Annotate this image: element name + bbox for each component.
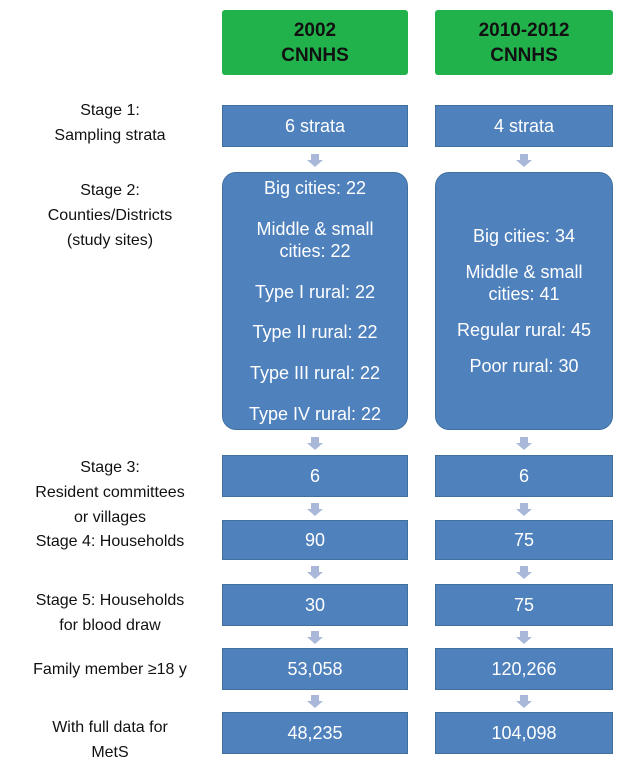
stage-label: Resident committees [35,484,185,501]
stage-label: or villages [73,509,147,526]
arrow [516,503,532,516]
box-item: Type IV rural: 22 [248,403,382,424]
stage-box: 48,235 [222,712,408,754]
stage-box: 75 [435,584,613,626]
arrow [516,566,532,579]
header-survey: CNNHS [490,44,558,66]
box-item: Big cities: 22 [263,178,367,198]
box-item: Middle & small cities: 22 [256,218,374,261]
column-header: 2010-2012 CNNHS [435,10,613,75]
stage-box: 120,266 [435,648,613,690]
arrow [307,631,323,644]
box-item: Regular rural: 45 [456,320,592,340]
stage-box: 53,058 [222,648,408,690]
header-survey: CNNHS [281,44,349,66]
box-item: Type III rural: 22 [249,363,381,384]
arrow [307,695,323,708]
stage-label: (study sites) [66,232,154,249]
box-item: Type I rural: 22 [254,281,376,302]
stage-box: 30 [222,584,408,626]
arrow [516,154,532,167]
stage-box: Big cities: 34 Middle & small cities: 41 R… [435,172,613,430]
stage-box: 90 [222,520,408,560]
stage-box: Big cities: 22 Middle & small cities: 22 T… [222,172,408,430]
stage-label: MetS [91,744,129,761]
stage-label: Stage 5: Households [35,592,185,609]
stage-label: Stage 3: [80,459,140,476]
stage-box: 75 [435,520,613,560]
header-year: 2010-2012 [478,19,570,41]
stage-label: Family member ≥18 y [33,661,187,678]
arrow [307,154,323,167]
arrow [307,566,323,579]
box-item: Big cities: 34 [472,226,576,246]
stage-box: 6 [222,455,408,497]
header-year: 2002 [293,19,337,41]
stage-label: Stage 2: [80,182,140,199]
stage-label: Stage 4: Households [35,533,185,550]
column-header: 2002 CNNHS [222,10,408,75]
arrow [307,437,323,450]
arrow [307,503,323,516]
stage-label: Sampling strata [54,127,166,144]
box-item: Middle & small cities: 41 [465,262,583,304]
stage-box: 6 [435,455,613,497]
box-item: Poor rural: 30 [469,356,579,376]
stage-label: for blood draw [59,617,161,634]
arrow [516,631,532,644]
stage-label: With full data for [52,719,168,736]
stage-label: Counties/Districts [47,207,173,224]
stage-box: 6 strata [222,105,408,147]
box-item: Type II rural: 22 [252,322,378,343]
arrow [516,695,532,708]
stage-box: 4 strata [435,105,613,147]
stage-label: Stage 1: [80,102,140,119]
arrow [516,437,532,450]
stage-box: 104,098 [435,712,613,754]
